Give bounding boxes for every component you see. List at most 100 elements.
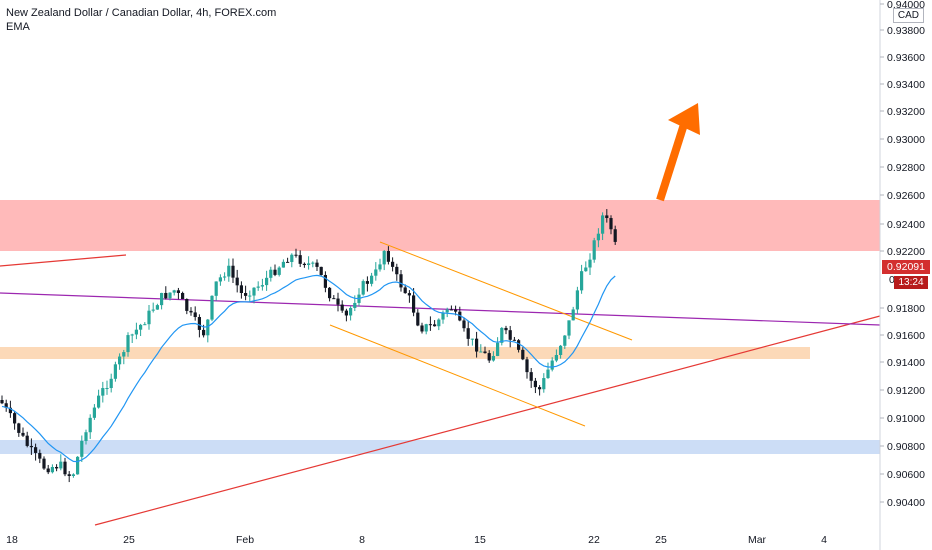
candle-body bbox=[407, 293, 411, 296]
candle-body bbox=[399, 274, 403, 288]
candle-body bbox=[483, 351, 487, 354]
candle-body bbox=[181, 292, 185, 300]
candle-body bbox=[361, 281, 365, 295]
candle-body bbox=[328, 287, 332, 299]
candle-body bbox=[29, 445, 33, 448]
candle-body bbox=[466, 328, 470, 339]
candle-body bbox=[349, 307, 353, 316]
price-tick-label: 0.91000 bbox=[887, 413, 925, 425]
candle-body bbox=[433, 324, 437, 327]
candle-body bbox=[437, 319, 441, 327]
trendline-rising-red[interactable] bbox=[94, 315, 881, 526]
price-tick-label: 0.93200 bbox=[887, 106, 925, 118]
candle-body bbox=[197, 317, 201, 330]
candle-body bbox=[365, 281, 369, 284]
candle-body bbox=[126, 335, 130, 353]
candle-body bbox=[134, 329, 138, 335]
time-tick-label: 4 bbox=[821, 534, 827, 546]
candle-body bbox=[533, 380, 537, 388]
candle-body bbox=[311, 262, 315, 264]
symbol-title: New Zealand Dollar / Canadian Dollar, 4h… bbox=[6, 7, 277, 19]
candle-body bbox=[412, 295, 416, 313]
candle-body bbox=[353, 302, 357, 308]
candle-body bbox=[340, 304, 344, 311]
price-tick-label: 0.94000 bbox=[887, 0, 925, 11]
candle-body bbox=[176, 290, 180, 293]
candle-body bbox=[315, 262, 319, 267]
price-tick-label: 0.93000 bbox=[887, 134, 925, 146]
candle-body bbox=[4, 403, 8, 408]
candle-body bbox=[168, 292, 172, 299]
candle-body bbox=[344, 310, 348, 316]
ema-line bbox=[1, 274, 616, 463]
candle-body bbox=[395, 266, 399, 275]
candle-body bbox=[286, 261, 290, 263]
time-axis[interactable]: 18 25 Feb 8 15 22 25 Mar 4 bbox=[6, 534, 827, 546]
time-tick-label: 8 bbox=[359, 534, 365, 546]
candle-body bbox=[517, 340, 521, 350]
candle-body bbox=[265, 277, 269, 286]
candle-body bbox=[147, 310, 151, 325]
price-tick-label: 0.90600 bbox=[887, 469, 925, 481]
candle-body bbox=[428, 324, 432, 326]
candle-body bbox=[378, 264, 382, 270]
candle-body bbox=[151, 309, 155, 311]
price-tick-label: 0.91800 bbox=[887, 303, 925, 315]
candle-body bbox=[50, 466, 54, 473]
currency-badge[interactable]: CAD bbox=[892, 8, 924, 23]
candle-body bbox=[59, 461, 63, 469]
candle-body bbox=[605, 215, 609, 219]
candle-body bbox=[302, 263, 306, 266]
resistance-zone bbox=[0, 200, 880, 251]
price-axis[interactable]: 0.94000 0.93800 0.93600 0.93400 0.93200 0.930… bbox=[880, 0, 925, 509]
candle-body bbox=[101, 388, 105, 396]
candle-body bbox=[55, 466, 59, 469]
price-tick-label: 0.91200 bbox=[887, 385, 925, 397]
price-tick-label: 0.92400 bbox=[887, 219, 925, 231]
price-tick-label: 0.90400 bbox=[887, 497, 925, 509]
candle-body bbox=[609, 218, 613, 230]
candle-body bbox=[529, 372, 533, 381]
channel-upper[interactable] bbox=[379, 241, 633, 341]
candle-body bbox=[97, 395, 101, 408]
trendline-short-red[interactable] bbox=[0, 254, 127, 267]
candle-body bbox=[546, 369, 550, 379]
candle-body bbox=[193, 312, 197, 318]
candle-body bbox=[424, 324, 428, 332]
time-tick-label: 18 bbox=[6, 534, 18, 546]
chart-legend: New Zealand Dollar / Canadian Dollar, 4h… bbox=[6, 6, 276, 34]
candle-body bbox=[504, 327, 508, 331]
candle-body bbox=[88, 417, 92, 433]
candle-body bbox=[21, 432, 25, 436]
candle-body bbox=[227, 265, 231, 277]
candle-body bbox=[143, 324, 147, 326]
candle-body bbox=[613, 229, 617, 242]
price-tick-label: 0.91400 bbox=[887, 357, 925, 369]
time-tick-label: 15 bbox=[474, 534, 486, 546]
candle-body bbox=[269, 269, 273, 278]
candle-body bbox=[445, 309, 449, 313]
candle-body bbox=[67, 474, 71, 476]
candle-body bbox=[256, 286, 260, 288]
candle-body bbox=[38, 452, 42, 459]
candle-body bbox=[596, 233, 600, 241]
candle-body bbox=[189, 310, 193, 313]
candle-body bbox=[202, 329, 206, 336]
candle-body bbox=[449, 309, 453, 311]
channel-lower[interactable] bbox=[329, 324, 586, 427]
candle-body bbox=[323, 274, 327, 288]
candle-body bbox=[567, 320, 571, 336]
trendline-purple[interactable] bbox=[0, 292, 881, 326]
candle-body bbox=[370, 275, 374, 284]
last-price-tag: 0.92091 bbox=[882, 260, 930, 274]
lower-zone bbox=[0, 440, 880, 454]
candle-body bbox=[290, 254, 294, 262]
candle-body bbox=[563, 335, 567, 346]
candle-body bbox=[244, 292, 248, 296]
price-tick-label: 0.90800 bbox=[887, 441, 925, 453]
candle-body bbox=[8, 407, 12, 414]
chart-background bbox=[0, 0, 880, 550]
candle-body bbox=[420, 325, 424, 332]
candle-body bbox=[403, 287, 407, 294]
